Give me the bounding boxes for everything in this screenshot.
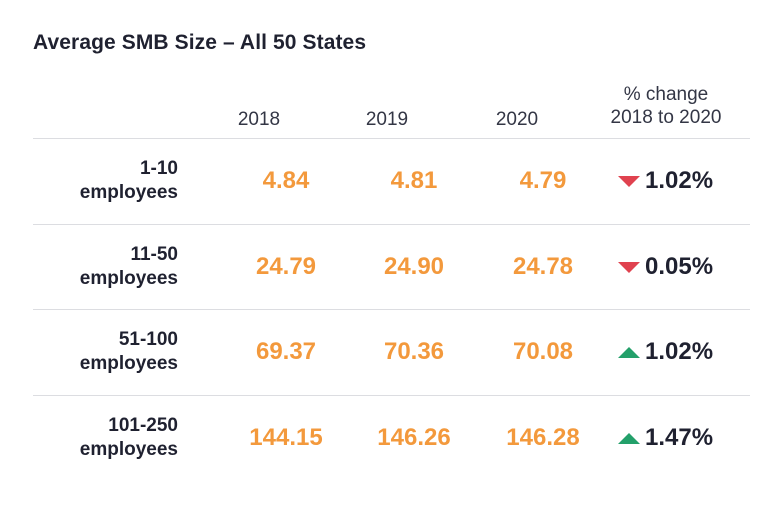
value-cell-2019: 24.90	[383, 253, 445, 280]
table-row: 51-100 employees 69.37 70.36 70.08 1.02%	[33, 309, 750, 394]
row-label-range: 51-100	[118, 329, 178, 350]
value-cell-2019: 70.36	[383, 338, 445, 365]
value-cell-2019: 146.26	[377, 424, 451, 451]
row-label: 1-10 employees	[33, 157, 178, 205]
row-divider	[33, 395, 750, 396]
row-label: 11-50 employees	[33, 243, 178, 291]
chart-title: Average SMB Size – All 50 States	[33, 31, 367, 54]
value-cell-2018: 24.79	[255, 253, 317, 280]
table-row: 1-10 employees 4.84 4.81 4.79 1.02%	[33, 138, 750, 223]
row-label-unit: employees	[79, 268, 178, 289]
column-header-2020: 2020	[495, 109, 539, 130]
value-cell-2020: 146.28	[506, 424, 580, 451]
down-arrow-icon	[618, 175, 640, 187]
change-cell: 1.47%	[618, 424, 738, 452]
table-row: 11-50 employees 24.79 24.90 24.78 0.05%	[33, 224, 750, 309]
change-value: 1.02%	[645, 338, 714, 365]
row-divider	[33, 224, 750, 225]
down-arrow-icon	[618, 261, 640, 273]
change-cell: 0.05%	[618, 253, 738, 281]
change-header-line1: % change	[623, 84, 709, 105]
value-cell-2019: 4.81	[390, 167, 438, 194]
row-label: 51-100 employees	[33, 328, 178, 376]
change-value: 1.47%	[645, 424, 714, 451]
value-cell-2020: 70.08	[512, 338, 574, 365]
column-header-percent-change: % change 2018 to 2020	[586, 83, 746, 129]
up-arrow-icon	[618, 432, 640, 444]
row-divider	[33, 309, 750, 310]
table-row: 101-250 employees 144.15 146.26 146.28 1…	[33, 395, 750, 480]
row-label-unit: employees	[79, 182, 178, 203]
change-value: 0.05%	[645, 253, 714, 280]
value-cell-2020: 4.79	[519, 167, 567, 194]
row-label-unit: employees	[79, 353, 178, 374]
value-cell-2018: 144.15	[249, 424, 323, 451]
up-arrow-icon	[618, 346, 640, 358]
change-value: 1.02%	[645, 167, 714, 194]
row-divider	[33, 138, 750, 139]
column-header-2019: 2019	[365, 109, 409, 130]
row-label-range: 101-250	[108, 415, 178, 436]
change-cell: 1.02%	[618, 167, 738, 195]
row-label-range: 11-50	[130, 244, 178, 265]
value-cell-2018: 69.37	[255, 338, 317, 365]
row-label-range: 1-10	[139, 158, 178, 179]
change-cell: 1.02%	[618, 338, 738, 366]
column-header-2018: 2018	[237, 109, 281, 130]
change-header-line2: 2018 to 2020	[610, 107, 722, 128]
value-cell-2020: 24.78	[512, 253, 574, 280]
value-cell-2018: 4.84	[262, 167, 310, 194]
row-label: 101-250 employees	[33, 414, 178, 462]
row-label-unit: employees	[79, 439, 178, 460]
